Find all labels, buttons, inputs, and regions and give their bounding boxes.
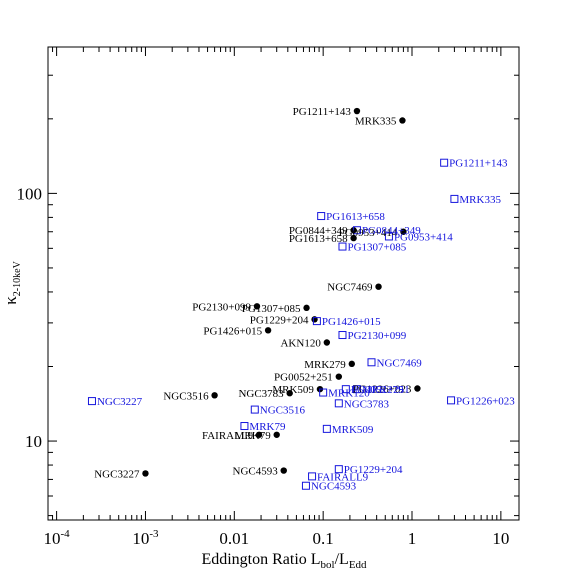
point-square [312, 317, 321, 326]
point-square [367, 358, 376, 367]
point-label: NGC7469 [377, 357, 423, 369]
point-label: PG1426+015 [203, 325, 262, 337]
x-tick-label: 10 [492, 529, 509, 548]
point-label: MRK79 [235, 430, 272, 442]
point-circle [211, 392, 218, 399]
point-square [301, 481, 310, 490]
axis-ticks [47, 47, 519, 520]
point-label: NGC4593 [233, 466, 279, 478]
point-square [384, 232, 393, 241]
point-circle [286, 390, 293, 397]
point-label: NGC3516 [260, 405, 306, 417]
point-label: PG0953+414 [394, 231, 453, 243]
point-label: NGC3227 [97, 396, 143, 408]
point-label: PG2130+099 [347, 330, 406, 342]
point-circle [264, 327, 272, 334]
point-label: MRK279 [362, 384, 404, 396]
point-label: PG1211+143 [293, 106, 352, 118]
point-label: MRK335 [355, 115, 397, 127]
point-labels: PG1211+143MRK335PG0844+349PG0953+414PG16… [94, 106, 515, 493]
point-label: PG2130+099 [192, 301, 251, 313]
point-label: NGC3516 [163, 390, 209, 402]
point-label: AKN120 [280, 337, 321, 349]
point-label: FAIRALL9 [202, 430, 254, 442]
point-square [240, 422, 249, 431]
point-circle [399, 117, 406, 124]
point-square [308, 472, 317, 481]
point-label: PG1226+023 [353, 384, 412, 396]
point-label: PG0052+251 [274, 372, 333, 384]
point-label: PG1307+085 [347, 242, 406, 254]
point-label: MRK120 [328, 388, 370, 400]
point-circle [353, 107, 361, 115]
y-tick-label: 10 [25, 432, 42, 451]
point-square [322, 424, 331, 433]
x-tick-labels: 10-4 10-3 0.01 0.1 1 10 [44, 528, 510, 548]
point-square [352, 385, 361, 394]
point-label: PG0844+349 [289, 225, 348, 237]
point-label: PG1613+658 [326, 211, 385, 223]
point-label: FAIRALL9 [317, 471, 369, 483]
point-square [338, 242, 347, 251]
point-circle [335, 373, 343, 380]
point-square [341, 385, 350, 394]
point-circle [273, 431, 280, 438]
point-label: MRK79 [249, 421, 286, 433]
point-circle [400, 228, 407, 235]
point-circle [142, 470, 149, 477]
point-square [352, 226, 361, 235]
point-square [87, 397, 96, 406]
point-circle [350, 234, 357, 242]
point-label: NGC7469 [327, 282, 373, 294]
point-label: PG1229+204 [250, 314, 309, 326]
point-label: PG1613+658 [289, 233, 348, 245]
point-square [440, 158, 449, 167]
point-circle [348, 360, 355, 368]
y-tick-label: 100 [17, 184, 43, 203]
point-label: PG1307+085 [242, 303, 301, 315]
x-tick-label: 0.1 [313, 529, 334, 548]
point-label: PG1226+023 [456, 395, 515, 407]
data-points [87, 107, 459, 490]
point-circle [255, 431, 263, 438]
point-label: PG1229+204 [344, 464, 403, 476]
plot-frame [47, 46, 520, 521]
point-square [334, 465, 343, 474]
point-square [447, 396, 456, 405]
point-label: MRK279 [304, 359, 346, 371]
point-circle [253, 303, 261, 310]
x-tick-label: 1 [408, 529, 417, 548]
point-label: NGC3783 [344, 398, 390, 410]
point-square [450, 194, 459, 203]
point-square [338, 331, 347, 340]
x-tick-label: 0.01 [219, 529, 249, 548]
point-label: NGC4593 [311, 481, 357, 493]
y-tick-labels: 10 100 [17, 184, 43, 451]
point-square [334, 399, 343, 408]
point-label: MRK509 [272, 384, 314, 396]
x-tick-label: 10-3 [132, 528, 159, 548]
point-circle [280, 467, 287, 474]
point-label: PG1211+143 [449, 158, 508, 170]
point-square [250, 405, 259, 414]
point-label: NGC3783 [238, 388, 284, 400]
point-circle [375, 283, 382, 290]
point-label: NGC3227 [94, 468, 140, 480]
y-axis-title: κ2-10keV [1, 260, 23, 304]
point-label: PG1426+015 [322, 316, 381, 328]
point-label: PG0953+414 [339, 227, 398, 239]
x-axis-title: Eddington Ratio Lbol/LEdd [201, 551, 367, 570]
point-circle [414, 385, 421, 392]
point-label: MRK509 [332, 424, 374, 436]
point-label: PG0844+349 [362, 225, 421, 237]
x-tick-label: 10-4 [44, 528, 71, 548]
point-circle [323, 339, 331, 346]
point-circle [303, 304, 310, 312]
point-label: PG0052+251 [351, 384, 410, 396]
point-square [319, 388, 328, 397]
point-square [317, 212, 326, 221]
point-label: MRK335 [459, 194, 501, 206]
